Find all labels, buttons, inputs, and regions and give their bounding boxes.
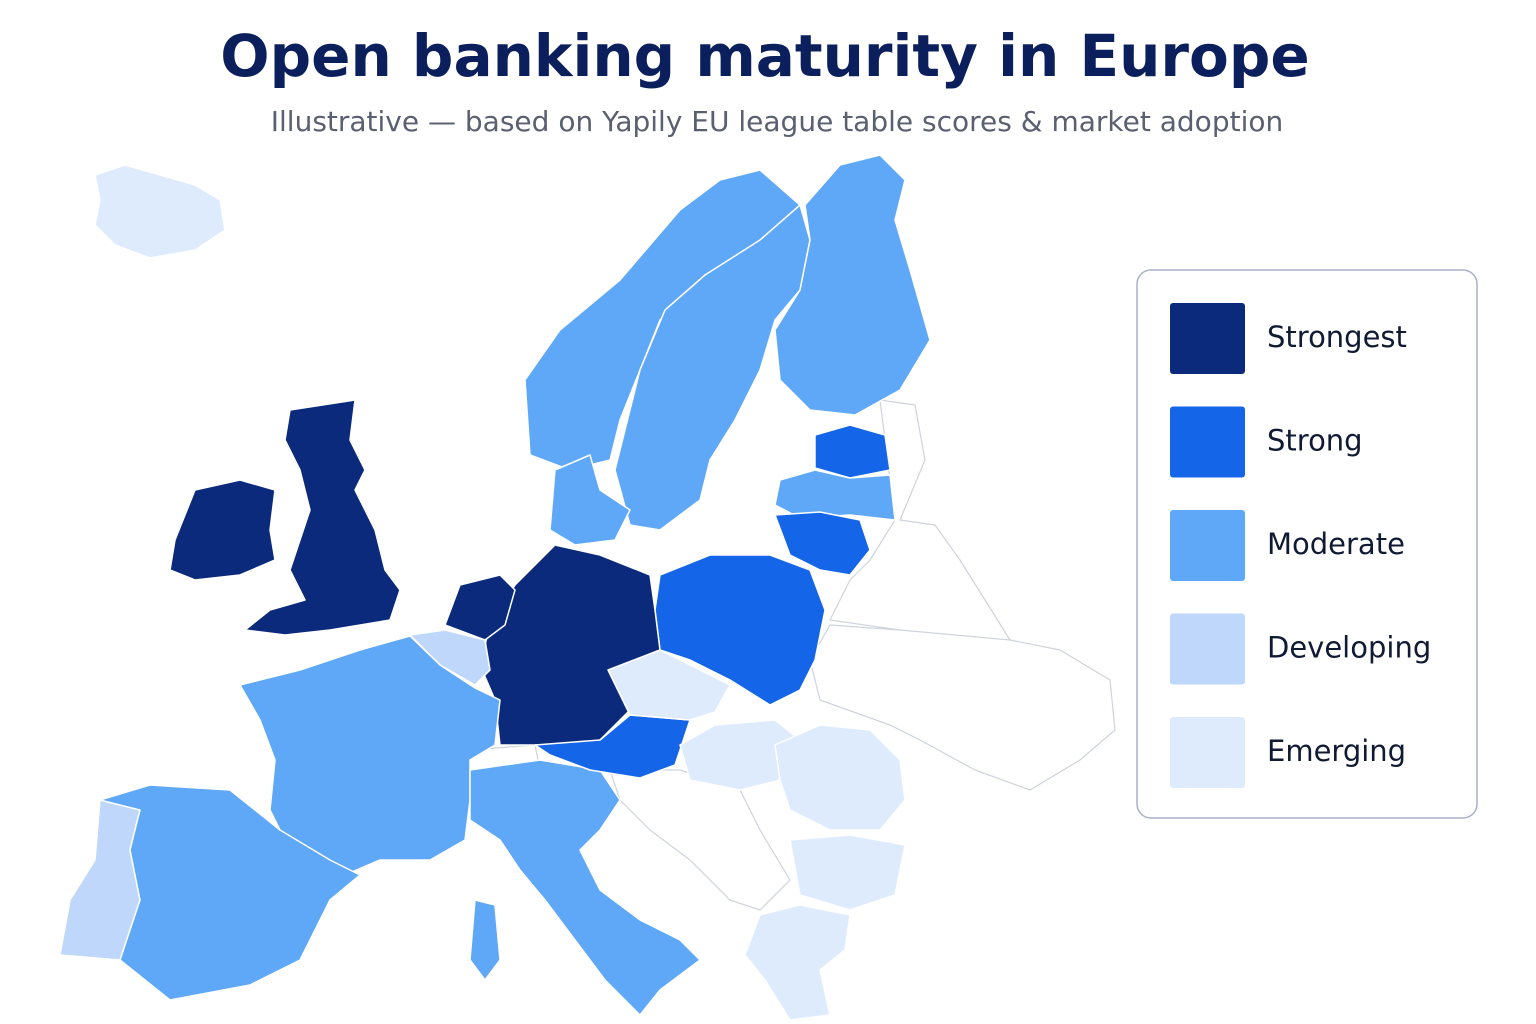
map [59,154,1116,1021]
country [814,424,891,479]
country [789,834,906,911]
legend-label: Emerging [1267,734,1406,768]
country [774,724,906,831]
country-outline [809,624,1116,791]
country [774,154,931,416]
country [774,469,896,521]
title: Open banking maturity in Europe [220,22,1309,90]
legend-swatch [1170,303,1245,374]
legend-label: Strongest [1267,320,1407,354]
legend-label: Developing [1267,631,1431,665]
legend: Strongest Strong Moderate Developing Emergin… [1170,303,1431,788]
subtitle: Illustrative — based on Yapily EU league… [271,105,1283,138]
country [94,164,226,259]
country [469,759,701,1016]
country [169,479,276,581]
country [99,784,361,1001]
legend-swatch [1170,406,1245,478]
legend-swatch [1170,613,1245,685]
legend-label: Strong [1267,424,1363,458]
country [607,649,731,721]
country [469,899,501,981]
country [614,204,811,531]
legend-swatch [1170,717,1245,788]
country [549,454,631,546]
country [244,399,401,636]
country-outline [609,769,791,911]
legend-swatch [1170,510,1245,581]
country [744,904,851,1021]
country [774,511,871,576]
country [534,714,691,779]
legend-label: Moderate [1267,527,1405,561]
